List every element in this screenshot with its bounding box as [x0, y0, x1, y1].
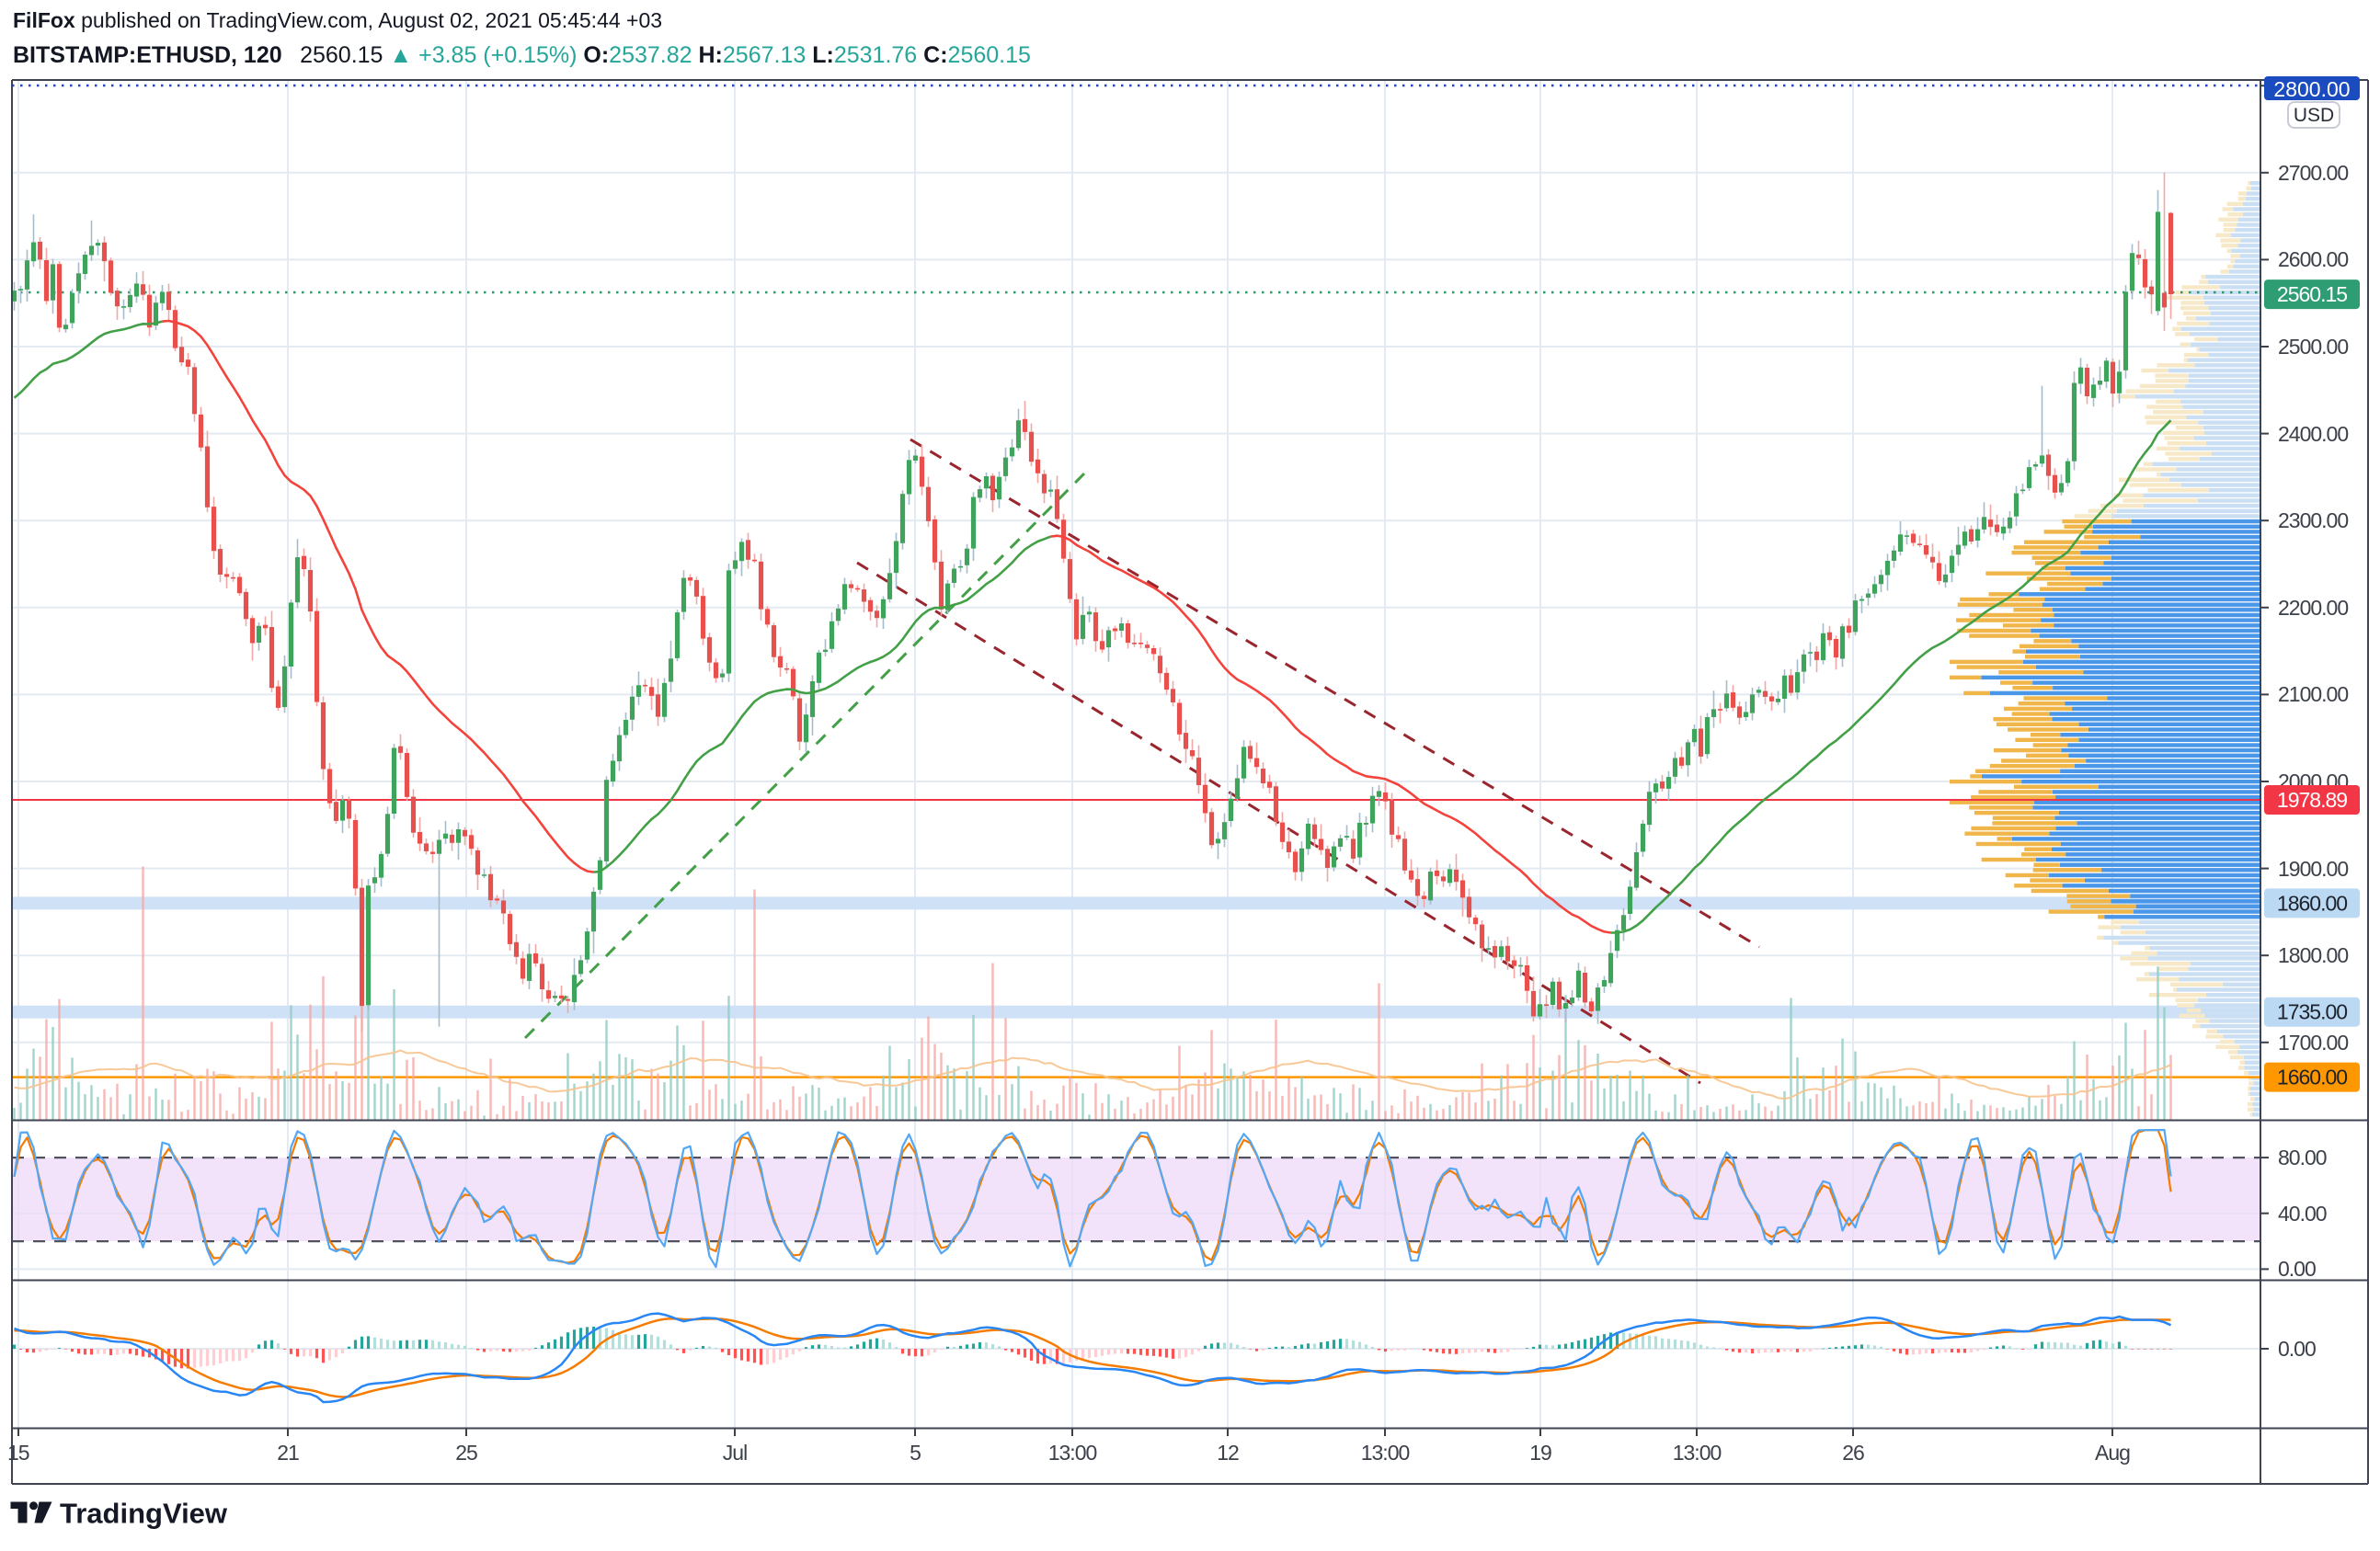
svg-text:1660.00: 1660.00 — [2277, 1066, 2347, 1089]
svg-text:2500.00: 2500.00 — [2278, 335, 2348, 359]
svg-text:TradingView: TradingView — [60, 1498, 228, 1530]
svg-text:12: 12 — [1217, 1441, 1239, 1465]
svg-text:1900.00: 1900.00 — [2278, 857, 2348, 881]
svg-text:0.00: 0.00 — [2278, 1257, 2316, 1281]
svg-text:1978.89: 1978.89 — [2277, 788, 2347, 812]
svg-text:19: 19 — [1529, 1441, 1551, 1465]
svg-text:1800.00: 1800.00 — [2278, 943, 2348, 967]
svg-text:1735.00: 1735.00 — [2277, 1000, 2347, 1024]
svg-text:2800.00: 2800.00 — [2273, 77, 2350, 101]
svg-text:2200.00: 2200.00 — [2278, 596, 2348, 620]
svg-text:2560.15: 2560.15 — [2277, 282, 2347, 306]
svg-text:0.00: 0.00 — [2278, 1337, 2316, 1361]
svg-text:2400.00: 2400.00 — [2278, 422, 2348, 446]
svg-text:2100.00: 2100.00 — [2278, 682, 2348, 706]
svg-text:13:00: 13:00 — [1673, 1441, 1722, 1465]
svg-text:Jul: Jul — [723, 1441, 747, 1465]
svg-text:40.00: 40.00 — [2278, 1202, 2327, 1226]
svg-text:25: 25 — [455, 1441, 477, 1465]
svg-text:15: 15 — [7, 1441, 29, 1465]
svg-text:Aug: Aug — [2095, 1441, 2130, 1465]
svg-text:13:00: 13:00 — [1048, 1441, 1097, 1465]
svg-text:5: 5 — [910, 1441, 921, 1465]
svg-text:1860.00: 1860.00 — [2277, 891, 2347, 915]
svg-text:2300.00: 2300.00 — [2278, 508, 2348, 532]
svg-text:1700.00: 1700.00 — [2278, 1031, 2348, 1055]
svg-text:13:00: 13:00 — [1361, 1441, 1410, 1465]
svg-text:BITSTAMP:ETHUSD, 120 2560.15: BITSTAMP:ETHUSD, 120 2560.15 ▲ +3.85 (+0… — [13, 42, 1031, 68]
svg-text:21: 21 — [277, 1441, 299, 1465]
svg-text:26: 26 — [1842, 1441, 1864, 1465]
svg-text:80.00: 80.00 — [2278, 1146, 2327, 1169]
svg-text:2700.00: 2700.00 — [2278, 161, 2348, 185]
svg-text:USD: USD — [2294, 105, 2334, 126]
svg-text:FilFox published on TradingVie: FilFox published on TradingView.com, Aug… — [13, 8, 662, 32]
svg-text:2600.00: 2600.00 — [2278, 247, 2348, 271]
